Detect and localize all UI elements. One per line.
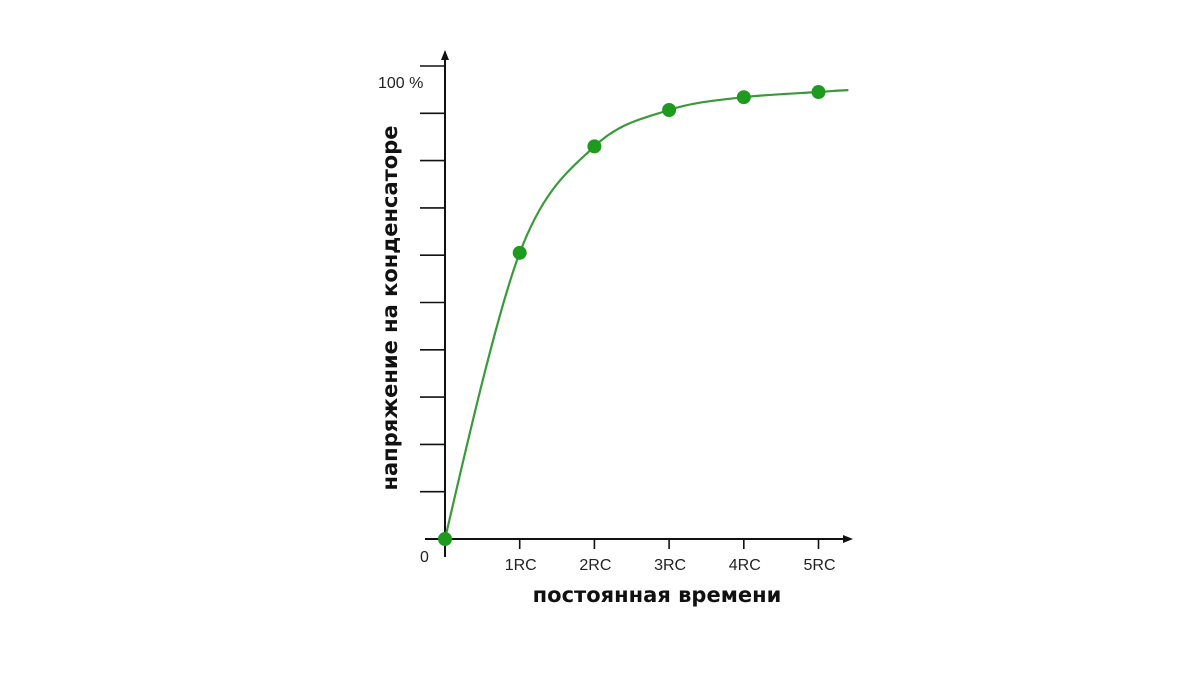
data-point bbox=[811, 85, 826, 100]
data-point bbox=[512, 245, 527, 260]
x-axis-arrow bbox=[843, 535, 853, 543]
x-tick-label: 3RC bbox=[654, 557, 686, 574]
axes bbox=[425, 50, 853, 557]
x-axis-title: постоянная времени bbox=[533, 583, 782, 607]
y-tick-label-top: 100 % bbox=[378, 75, 423, 92]
y-tick-label-zero: 0 bbox=[420, 549, 429, 566]
data-point bbox=[662, 102, 677, 117]
data-point bbox=[438, 532, 452, 546]
data-point bbox=[587, 139, 602, 154]
markers bbox=[438, 85, 826, 546]
x-tick-label: 1RC bbox=[505, 557, 537, 574]
x-tick-labels: 1RC 2RC 3RC 4RC 5RC bbox=[505, 557, 836, 574]
x-tick-label: 2RC bbox=[579, 557, 611, 574]
y-axis-arrow bbox=[441, 50, 449, 60]
x-tick-label: 4RC bbox=[729, 557, 761, 574]
x-tick-label: 5RC bbox=[803, 557, 835, 574]
series-line bbox=[443, 89, 849, 540]
y-axis-title: напряжение на конденсаторе bbox=[378, 125, 402, 490]
ticks bbox=[420, 65, 820, 549]
data-point bbox=[736, 90, 751, 105]
